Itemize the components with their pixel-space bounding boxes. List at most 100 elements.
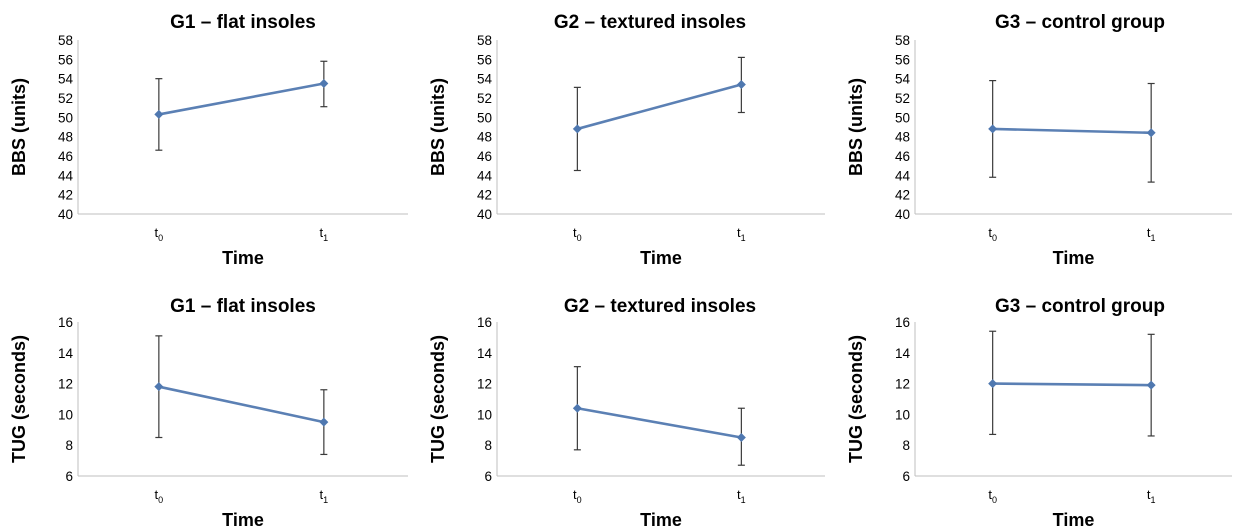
y-axis-label: BBS (units) xyxy=(846,78,866,176)
y-tick-label: 10 xyxy=(477,407,492,422)
chart-panel-4: G1 – flat insoles 6 8 10 12 14 16 t0 t1 Time TUG (… xyxy=(9,296,408,530)
chart-title: G1 – flat insoles xyxy=(170,296,316,317)
y-tick-label: 58 xyxy=(477,33,492,48)
y-tick-label: 8 xyxy=(484,438,492,453)
y-axis-label: BBS (units) xyxy=(9,78,29,176)
chart-panel-3: G3 – control group 40 42 44 46 48 50 52 54 56 58 t0… xyxy=(846,12,1232,268)
y-tick-label: 10 xyxy=(895,407,910,422)
data-point xyxy=(736,79,746,89)
series-line xyxy=(992,382,1152,387)
y-tick-label: 58 xyxy=(58,33,73,48)
x-axis-label: Time xyxy=(640,510,682,530)
y-tick-label: 50 xyxy=(477,110,492,125)
y-tick-label: 46 xyxy=(477,149,492,164)
y-tick-label: 12 xyxy=(58,377,73,392)
x-axis-label: Time xyxy=(222,510,264,530)
y-tick-label: 14 xyxy=(58,346,74,361)
y-tick-label: 48 xyxy=(477,130,492,145)
x-tick-label: t0 xyxy=(573,225,582,243)
x-tick-label: t1 xyxy=(320,225,329,243)
y-tick-label: 14 xyxy=(477,346,493,361)
x-tick-label: t1 xyxy=(737,487,746,505)
y-tick-label: 48 xyxy=(58,130,73,145)
chart-title: G3 – control group xyxy=(995,296,1165,317)
y-tick-label: 58 xyxy=(895,33,910,48)
chart-title: G2 – textured insoles xyxy=(564,296,756,317)
chart-panel-5: G2 – textured insoles 6 8 10 12 14 16 t0 t1 Time T… xyxy=(428,296,825,530)
y-tick-label: 52 xyxy=(895,91,910,106)
y-tick-label: 56 xyxy=(895,52,910,67)
y-tick-label: 42 xyxy=(895,188,910,203)
y-tick-label: 44 xyxy=(895,168,911,183)
y-tick-label: 50 xyxy=(895,110,910,125)
x-tick-label: t0 xyxy=(155,225,164,243)
chart-panel-1: G1 – flat insoles 40 42 44 46 48 50 52 54 56 58 t0 t… xyxy=(9,12,408,268)
data-point xyxy=(736,433,746,442)
y-tick-label: 54 xyxy=(895,72,911,87)
x-axis-label: Time xyxy=(222,248,264,268)
data-point xyxy=(1146,380,1156,390)
y-tick-label: 50 xyxy=(58,110,73,125)
x-tick-label: t1 xyxy=(1147,487,1156,505)
series-line xyxy=(158,385,325,424)
y-tick-label: 40 xyxy=(895,207,910,222)
y-tick-label: 56 xyxy=(477,52,492,67)
y-axis-label: TUG (seconds) xyxy=(846,335,866,463)
x-tick-label: t1 xyxy=(737,225,746,243)
series-line xyxy=(577,406,742,439)
y-tick-label: 48 xyxy=(895,130,910,145)
y-tick-label: 6 xyxy=(484,469,492,484)
series-line xyxy=(158,82,325,116)
y-axis-label: TUG (seconds) xyxy=(428,335,448,463)
x-tick-label: t0 xyxy=(155,487,164,505)
x-tick-label: t1 xyxy=(1147,225,1156,243)
y-tick-label: 6 xyxy=(65,469,73,484)
y-tick-label: 42 xyxy=(477,188,492,203)
y-tick-label: 44 xyxy=(58,168,74,183)
x-axis-label: Time xyxy=(640,248,682,268)
data-point xyxy=(572,124,582,134)
x-axis-label: Time xyxy=(1053,510,1095,530)
data-point xyxy=(319,79,329,88)
data-point xyxy=(154,382,164,392)
data-point xyxy=(154,109,164,119)
chart-title: G3 – control group xyxy=(995,12,1165,33)
y-tick-label: 54 xyxy=(58,72,74,87)
y-tick-label: 52 xyxy=(58,91,73,106)
y-tick-label: 56 xyxy=(58,52,73,67)
y-tick-label: 10 xyxy=(58,407,73,422)
y-tick-label: 52 xyxy=(477,91,492,106)
x-tick-label: t0 xyxy=(988,225,997,243)
chart-panel-6: G3 – control group 6 8 10 12 14 16 t0 t1 Time TUG … xyxy=(846,296,1232,530)
y-tick-label: 40 xyxy=(477,207,492,222)
y-tick-label: 12 xyxy=(895,377,910,392)
data-point xyxy=(1146,128,1156,138)
x-tick-label: t1 xyxy=(320,487,329,505)
x-tick-label: t0 xyxy=(573,487,582,505)
x-axis-label: Time xyxy=(1053,248,1095,268)
y-tick-label: 16 xyxy=(58,315,73,330)
y-tick-label: 42 xyxy=(58,188,73,203)
x-tick-label: t0 xyxy=(988,487,997,505)
y-tick-label: 46 xyxy=(58,149,73,164)
data-point xyxy=(988,124,998,134)
y-tick-label: 6 xyxy=(902,469,910,484)
y-tick-label: 14 xyxy=(895,346,911,361)
y-tick-label: 40 xyxy=(58,207,73,222)
chart-title: G1 – flat insoles xyxy=(170,12,316,33)
y-tick-label: 16 xyxy=(477,315,492,330)
y-tick-label: 44 xyxy=(477,168,493,183)
chart-title: G2 – textured insoles xyxy=(554,12,746,33)
y-tick-label: 8 xyxy=(65,438,73,453)
y-tick-label: 54 xyxy=(477,72,493,87)
chart-panel-2: G2 – textured insoles 40 42 44 46 48 50 52 54 56 5… xyxy=(428,12,825,268)
data-point xyxy=(572,403,582,413)
data-point xyxy=(319,417,329,427)
series-line xyxy=(992,127,1152,135)
y-tick-label: 16 xyxy=(895,315,910,330)
y-tick-label: 8 xyxy=(902,438,910,453)
y-axis-label: TUG (seconds) xyxy=(9,335,29,463)
data-point xyxy=(988,379,998,389)
series-line xyxy=(577,83,742,131)
